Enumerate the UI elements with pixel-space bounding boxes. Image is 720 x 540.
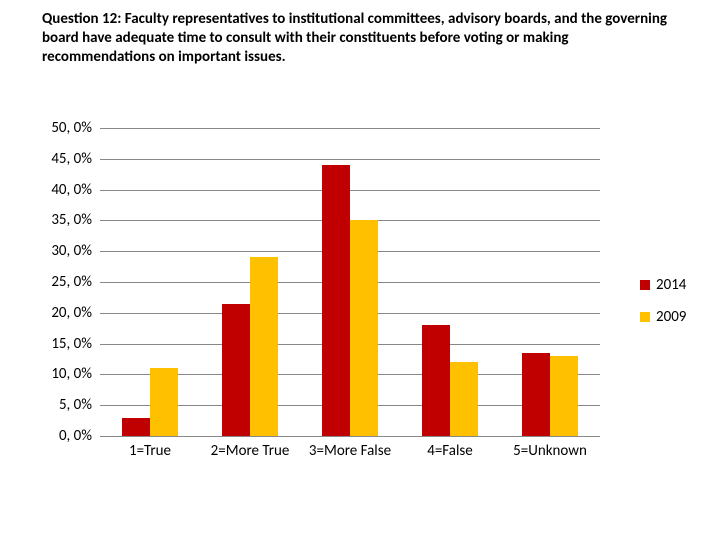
- y-axis-tick-label: 10, 0%: [22, 365, 92, 383]
- bar-2009-3: [350, 220, 378, 436]
- y-axis-tick-label: 5, 0%: [22, 396, 92, 414]
- y-axis-tick-label: 25, 0%: [22, 273, 92, 291]
- y-axis-tick-label: 50, 0%: [22, 119, 92, 137]
- y-axis-tick-label: 15, 0%: [22, 335, 92, 353]
- bar-2014-1: [122, 418, 150, 436]
- y-axis-tick-label: 20, 0%: [22, 304, 92, 322]
- bar-2009-5: [550, 356, 578, 436]
- y-axis-tick-label: 40, 0%: [22, 181, 92, 199]
- legend-label: 2014: [656, 276, 686, 294]
- y-axis-tick-label: 0, 0%: [22, 427, 92, 445]
- legend-item-2009: 2009: [640, 308, 686, 326]
- y-axis-tick-label: 35, 0%: [22, 211, 92, 229]
- bar-2014-3: [322, 165, 350, 436]
- legend-label: 2009: [656, 308, 686, 326]
- bar-2014-2: [222, 304, 250, 436]
- bar-2014-5: [522, 353, 550, 436]
- x-axis-tick-label: 5=Unknown: [490, 442, 610, 460]
- gridline: [100, 159, 600, 160]
- legend: 2014 2009: [640, 276, 686, 340]
- legend-swatch-icon: [640, 312, 650, 322]
- gridline: [100, 128, 600, 129]
- y-axis-tick-label: 30, 0%: [22, 242, 92, 260]
- gridline: [100, 190, 600, 191]
- y-axis-tick-label: 45, 0%: [22, 150, 92, 168]
- legend-swatch-icon: [640, 280, 650, 290]
- legend-item-2014: 2014: [640, 276, 686, 294]
- bar-2014-4: [422, 325, 450, 436]
- chart-plot-area: 0, 0%5, 0%10, 0%15, 0%20, 0%25, 0%30, 0%…: [100, 128, 600, 436]
- chart-title: Question 12: Faculty representatives to …: [42, 10, 672, 66]
- bar-2009-4: [450, 362, 478, 436]
- bar-2009-2: [250, 257, 278, 436]
- bar-2009-1: [150, 368, 178, 436]
